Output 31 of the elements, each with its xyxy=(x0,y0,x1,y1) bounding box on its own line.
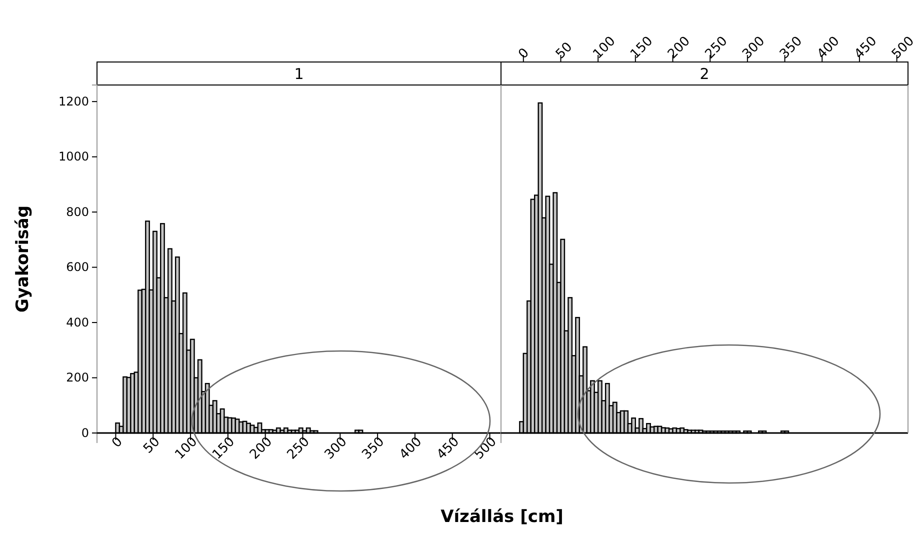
x-tick-label: 500 xyxy=(889,34,918,62)
x-tick-label: 50 xyxy=(140,434,164,457)
y-tick-label: 800 xyxy=(66,204,89,219)
chart-title: 2 xyxy=(700,65,710,83)
x-tick-label: 400 xyxy=(396,434,426,463)
x-tick-label: 150 xyxy=(628,34,656,62)
x-tick-label: 100 xyxy=(172,434,201,463)
x-tick-label: 400 xyxy=(814,34,843,62)
x-tick-label: 0 xyxy=(109,434,126,451)
x-tick-label: 450 xyxy=(434,434,462,463)
x-tick-label: 50 xyxy=(553,40,576,62)
chart-title: 1 xyxy=(294,65,304,83)
x-tick-label: 250 xyxy=(284,434,313,463)
x-tick-label: 200 xyxy=(665,34,694,62)
x-tick-label: 150 xyxy=(210,434,238,463)
x-tick-label: 0 xyxy=(516,46,532,62)
x-tick-label: 200 xyxy=(247,434,276,463)
y-tick-label: 1000 xyxy=(58,150,89,164)
y-axis-title: Gyakoriság xyxy=(13,205,33,313)
y-tick-label: 200 xyxy=(66,370,89,385)
y-tick-label: 600 xyxy=(66,260,89,274)
x-tick-label: 350 xyxy=(359,434,388,463)
x-tick-label: 300 xyxy=(322,434,350,463)
y-tick-label: 1200 xyxy=(58,94,89,108)
x-tick-label: 250 xyxy=(702,34,731,62)
x-tick-label: 100 xyxy=(590,34,619,62)
x-tick-label: 350 xyxy=(777,34,806,62)
y-tick-label: 400 xyxy=(66,315,89,330)
x-tick-label: 300 xyxy=(740,34,768,62)
x-axis-title: Vízállás [cm] xyxy=(440,507,564,527)
x-tick-label: 450 xyxy=(852,34,880,62)
